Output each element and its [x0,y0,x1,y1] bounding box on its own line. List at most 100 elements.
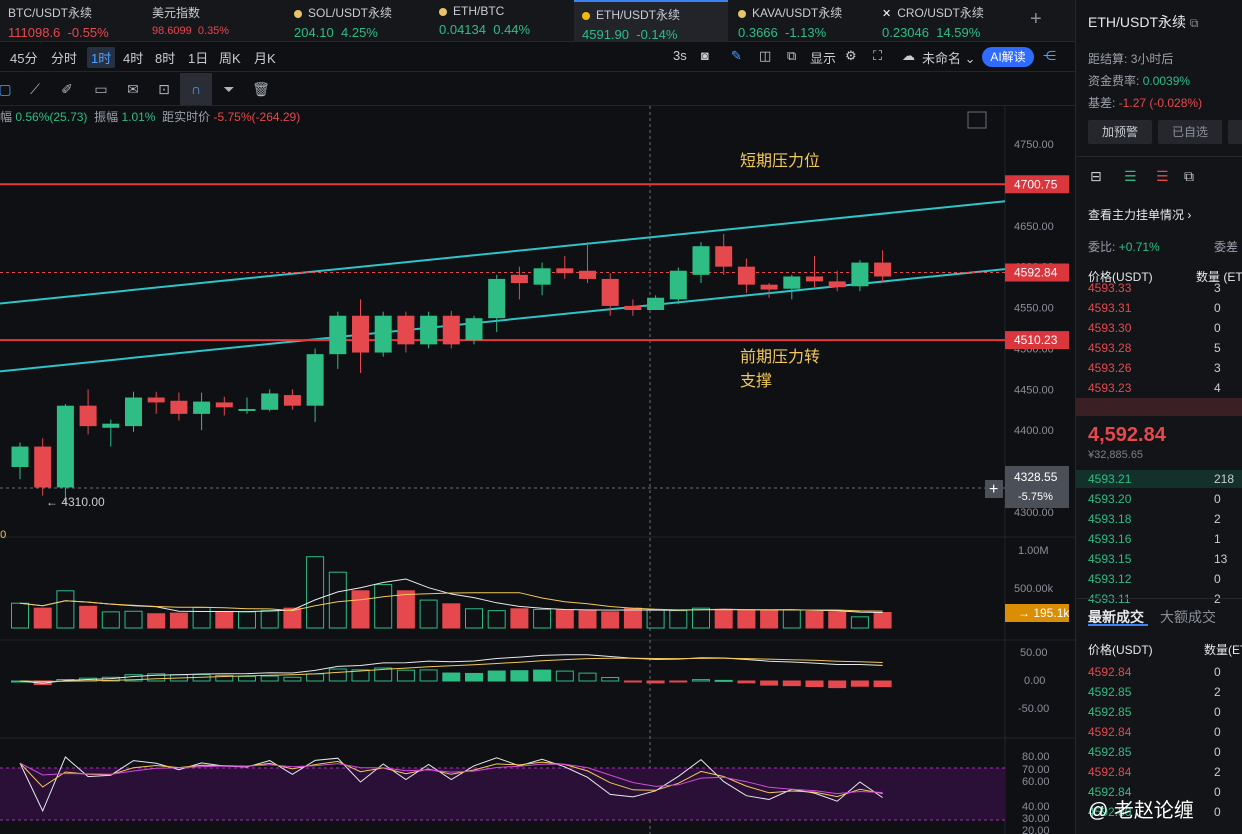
tab-ethbtc[interactable]: ETH/BTC 0.04134 0.44% [431,0,571,42]
candle-body [102,423,120,428]
popout-icon[interactable]: ⧉ [1184,168,1194,184]
orderbook-bids-icon[interactable]: ☰ [1124,168,1137,184]
display-button[interactable]: 显示 [810,51,837,66]
interval-week[interactable]: 周K [219,51,241,66]
price-tick: 4400.00 [1014,425,1054,437]
filter-icon[interactable]: ⏷ [223,81,235,97]
tab-ethusdt[interactable]: ETH/USDT永续 4591.90 -0.14% [574,0,728,42]
tab-name: ETH/BTC [439,4,563,18]
macd-bar [646,680,665,684]
trade-row[interactable]: 4592.84 0 [1088,725,1221,739]
copy-icon[interactable]: ⧉ [1189,16,1199,30]
orderbook-asks-icon[interactable]: ☰ [1156,168,1169,184]
tab-name: ✕ CRO/USDT永续 [882,6,984,20]
low-label: ← 4310.00 [46,495,105,509]
tab-cro[interactable]: ✕ CRO/USDT永续 0.23046 14.59% [874,0,1024,42]
trendline-icon[interactable]: ⟋ [30,81,40,97]
right-panel: ETH/USDT永续 ⧉ 距结算: 3小时后 资金费率: 0.0039% 基差:… [1075,0,1242,834]
trade-row[interactable]: 4592.84 0 [1088,785,1221,799]
volume-bar [283,607,302,629]
trade-row[interactable]: 4592.85 2 [1088,685,1221,699]
interval-1d[interactable]: 1日 [188,51,209,66]
sol-coin-icon [294,9,302,18]
candle-body [442,315,460,345]
candle-body [760,284,778,290]
layout-select[interactable]: 未命名 ⌄ [922,51,976,66]
settings-icon[interactable]: ⚙ [845,48,857,63]
pencil-icon[interactable]: ✎ [731,48,742,63]
candle-body [692,246,710,275]
fullscreen-icon[interactable]: ⛶ [873,48,883,63]
magnet-icon[interactable]: ∩ [180,73,212,105]
candle-body [329,315,347,355]
add-alert-button[interactable]: 加预警 [1088,120,1152,144]
trade-row[interactable]: 4592.85 0 [1088,745,1221,759]
bid-row[interactable]: 4593.16 1 [1088,532,1221,546]
macd-bar [465,672,483,682]
ask-row[interactable]: 4593.28 5 [1088,341,1221,355]
interval-1h[interactable]: 1时 [87,47,116,68]
trade-row[interactable]: 4592.84 0 [1088,665,1221,679]
tab-dxy[interactable]: 美元指数 98.6099 0.35% [144,0,284,42]
ask-row[interactable]: 4593.33 3 [1088,281,1221,295]
bid-row[interactable]: 4593.21 218 [1088,472,1235,486]
volume-bar [351,590,370,629]
popout-icon[interactable]: ⧉ [787,48,797,63]
volume-bar [692,607,710,629]
candle-body [556,268,574,274]
bid-row[interactable]: 4593.11 2 [1088,592,1221,606]
tab-large-trades[interactable]: 大额成交 [1160,609,1216,625]
volume-bar [737,609,756,629]
bid-row[interactable]: 4593.18 2 [1088,512,1221,526]
camera-icon[interactable]: ◙ [701,48,709,63]
ask-row[interactable]: 4593.26 3 [1088,361,1221,375]
brush-icon[interactable]: ✐ [61,81,73,97]
trade-row[interactable]: 4592.85 0 [1088,705,1221,719]
tab-kava[interactable]: KAVA/USDT永续 0.3666 -1.13% [730,0,872,42]
depth-link[interactable]: 查看主力挂单情况 › [1088,208,1192,222]
more-button[interactable] [1228,120,1242,144]
macd-bar [374,667,393,682]
ai-analysis-button[interactable]: AI解读 [982,47,1034,67]
cursor-icon[interactable]: ▢ [0,81,12,97]
tab-latest-trades[interactable]: 最新成交 [1088,609,1144,625]
cro-coin-icon: ✕ [882,8,892,20]
ask-row[interactable]: 4593.30 0 [1088,321,1221,335]
tab-sol[interactable]: SOL/USDT永续 204.10 4.25% [286,0,431,42]
macd-bar [805,680,824,688]
support-label-2: 支撑 [740,372,772,390]
comment-icon[interactable]: ◫ [759,48,772,63]
volume-bar [169,612,188,629]
refresh-rate[interactable]: 3s [673,48,687,63]
bid-row[interactable]: 4593.12 0 [1088,572,1221,586]
note-icon[interactable]: ✉ [127,81,139,97]
bid-row[interactable]: 4593.15 13 [1088,552,1228,566]
ask-row[interactable]: 4593.31 0 [1088,301,1221,315]
bid-row[interactable]: 4593.20 0 [1088,492,1221,506]
favorited-button[interactable]: 已自选 [1158,120,1222,144]
cloud-icon[interactable]: ☁ [902,48,915,63]
trade-row[interactable]: 4592.80 0 [1088,805,1221,819]
interval-45m[interactable]: 45分 [10,51,38,66]
ruler-icon[interactable]: ▭ [94,81,108,97]
chart-grid [0,106,1075,834]
price-tick: 4450.00 [1014,384,1054,396]
kline-chart[interactable]: 30 1.00M 500.00k → 195.1k 50.00 0.00 -50.00 8… [0,106,1075,834]
lock-icon[interactable]: ⊡ [158,81,170,97]
interval-4h[interactable]: 4时 [123,51,144,66]
orderbook-both-icon[interactable]: ⊟ [1090,168,1102,184]
trade-row[interactable]: 4592.84 2 [1088,765,1221,779]
share-icon[interactable]: ⋲ [1043,48,1056,63]
ask-row[interactable]: 4593.23 4 [1088,381,1221,395]
volume-bar [124,610,143,629]
macd-bar [351,669,370,682]
interval-8h[interactable]: 8时 [155,51,176,66]
macd-dea-line [19,657,883,682]
tab-btc[interactable]: BTC/USDT永续 111098.6 -0.55% [0,0,150,42]
interval-timeline[interactable]: 分时 [51,51,78,66]
trash-icon[interactable]: 🗑 [252,81,270,97]
interval-month[interactable]: 月K [254,51,276,66]
add-tab-icon[interactable]: + [1030,8,1042,30]
